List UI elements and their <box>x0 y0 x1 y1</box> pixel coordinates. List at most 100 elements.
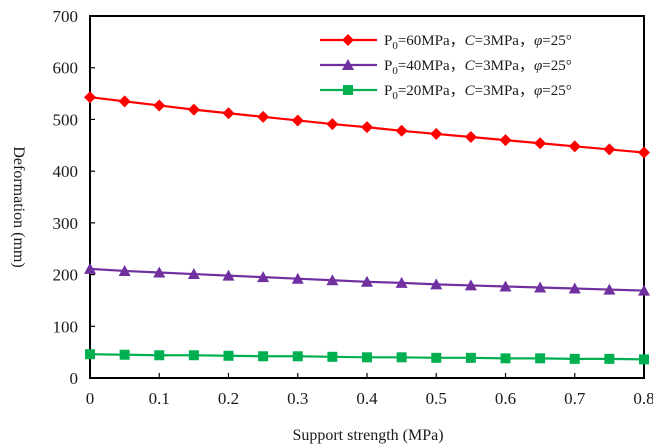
x-tick-label: 0 <box>86 389 95 408</box>
x-tick-label: 0.3 <box>287 389 308 408</box>
data-point <box>499 134 512 147</box>
data-point <box>362 352 372 363</box>
data-point <box>257 110 270 123</box>
data-point <box>464 279 477 291</box>
x-tick-label: 0.4 <box>356 389 378 408</box>
data-point <box>431 352 442 363</box>
data-point <box>85 349 95 360</box>
data-point <box>258 351 269 362</box>
legend-entry-2: P0=40MPa，C=3MPa，φ=25° <box>320 58 572 77</box>
data-point <box>568 282 581 294</box>
data-point <box>465 352 476 363</box>
series-3 <box>85 349 649 365</box>
legend-text-part: =20MPa， <box>398 83 465 99</box>
data-point <box>188 350 199 361</box>
data-point <box>499 280 512 292</box>
legend-text-part: =25° <box>542 33 571 49</box>
data-point <box>639 354 649 365</box>
y-axis-ticks: 0 100 200 300 400 500 600 700 <box>53 7 95 388</box>
data-point <box>430 127 443 140</box>
x-tick-label: 0.7 <box>564 389 586 408</box>
legend-marker <box>342 59 354 70</box>
series-2 <box>84 262 650 296</box>
x-axis-title: Support strength (MPa) <box>292 427 443 444</box>
x-tick-label: 0.2 <box>218 389 239 408</box>
data-point <box>603 143 616 156</box>
y-tick-label: 200 <box>53 266 79 285</box>
y-tick-label: 600 <box>53 59 79 78</box>
legend-entry-3: P0=20MPa，C=3MPa，φ=25° <box>320 83 572 102</box>
y-tick-label: 700 <box>53 7 79 26</box>
data-point <box>534 281 547 293</box>
legend-text-part: 0 <box>392 40 398 52</box>
data-point <box>604 353 615 364</box>
data-point <box>154 350 165 361</box>
data-point <box>326 274 339 286</box>
legend-text-part: =60MPa， <box>398 33 465 49</box>
data-point <box>500 353 511 364</box>
data-point <box>187 103 200 116</box>
data-point <box>326 118 339 131</box>
legend-text-part: =3MPa， <box>475 33 534 49</box>
data-point <box>395 124 408 137</box>
legend-text-part: 0 <box>392 90 398 102</box>
data-point <box>118 95 131 108</box>
x-tick-label: 0.1 <box>149 389 170 408</box>
data-point <box>568 140 581 153</box>
legend-entry-1: P0=60MPa，C=3MPa，φ=25° <box>320 33 572 52</box>
data-point <box>535 353 546 364</box>
data-point <box>84 262 96 274</box>
x-tick-label: 0.5 <box>426 389 447 408</box>
data-point <box>638 146 650 159</box>
data-point <box>569 353 580 364</box>
legend-text-part: φ <box>534 58 542 74</box>
y-tick-label: 400 <box>53 162 79 181</box>
data-point <box>153 266 166 278</box>
y-tick-label: 0 <box>70 369 79 388</box>
data-point <box>118 264 131 276</box>
data-point <box>327 351 338 362</box>
legend-text-part: φ <box>534 33 542 49</box>
y-tick-label: 100 <box>53 317 79 336</box>
legend: P0=60MPa，C=3MPa，φ=25°P0=40MPa，C=3MPa，φ=2… <box>320 33 572 102</box>
data-point <box>153 99 166 112</box>
y-axis-title: Deformation (mm) <box>10 146 27 267</box>
data-point <box>84 91 96 104</box>
legend-text-part: =40MPa， <box>398 58 465 74</box>
data-point <box>464 131 477 144</box>
data-point <box>292 351 303 362</box>
data-point <box>222 107 235 120</box>
data-point <box>257 271 270 283</box>
legend-text-part: 0 <box>392 65 398 77</box>
data-point <box>534 137 547 150</box>
legend-text-part: C <box>465 33 476 49</box>
legend-text-part: P <box>384 33 392 49</box>
series-layer <box>84 91 650 365</box>
legend-text-part: P <box>384 58 392 74</box>
y-tick-label: 500 <box>53 110 79 129</box>
legend-text-part: =3MPa， <box>475 58 534 74</box>
data-point <box>361 275 373 287</box>
data-point <box>430 278 443 290</box>
data-point <box>395 276 408 288</box>
legend-label: P0=20MPa，C=3MPa，φ=25° <box>384 83 572 102</box>
data-point <box>222 269 235 281</box>
data-point <box>603 283 616 295</box>
data-point <box>223 350 234 361</box>
legend-text-part: =25° <box>542 83 571 99</box>
data-point <box>361 121 373 134</box>
legend-text-part: =3MPa， <box>475 83 534 99</box>
data-point <box>119 349 130 360</box>
x-axis-ticks: 0 0.1 0.2 0.3 0.4 0.5 0.6 0.7 0.8 <box>86 373 653 408</box>
data-point <box>187 268 200 280</box>
x-tick-label: 0.8 <box>633 389 653 408</box>
data-point <box>291 114 304 127</box>
legend-text-part: P <box>384 83 392 99</box>
data-point <box>396 352 407 363</box>
x-tick-label: 0.6 <box>495 389 516 408</box>
y-tick-label: 300 <box>53 214 79 233</box>
data-point <box>638 284 650 296</box>
legend-text-part: φ <box>534 83 542 99</box>
plot-area <box>89 15 645 379</box>
legend-label: P0=60MPa，C=3MPa，φ=25° <box>384 33 572 52</box>
